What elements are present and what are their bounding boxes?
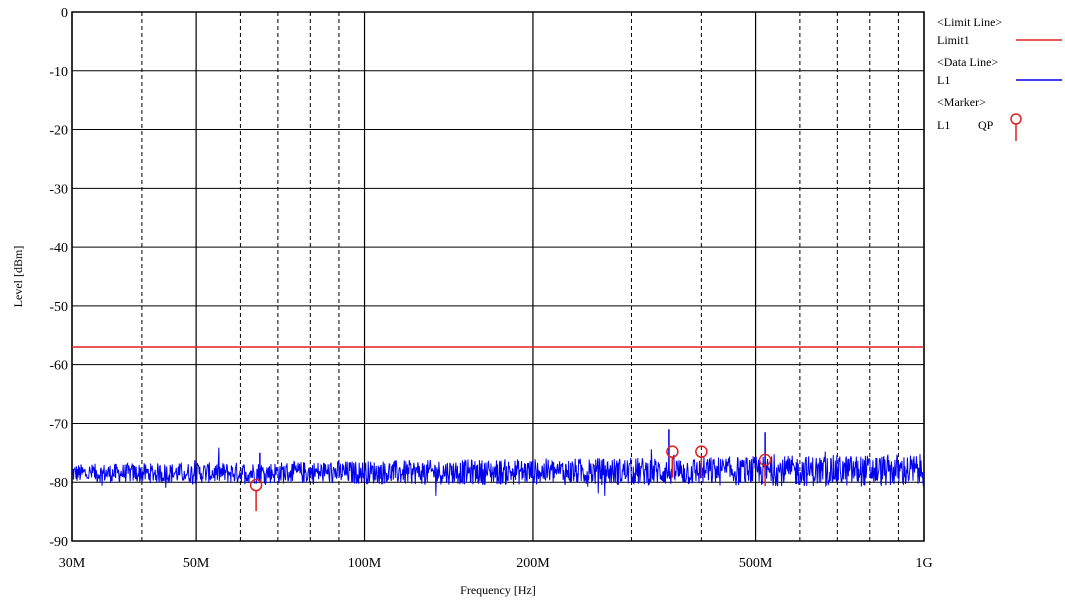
y-tick-label: -80 [49, 476, 68, 491]
x-axis-title: Frequency [Hz] [460, 583, 536, 597]
legend-limit-header: <Limit Line> [937, 15, 1002, 29]
legend-data-header: <Data Line> [937, 55, 998, 69]
x-tick-label: 30M [59, 556, 86, 571]
legend-marker-type: QP [978, 118, 994, 132]
qp-marker [758, 453, 772, 486]
tick-labels: 0 -10 -20 -30 -40 -50 -60 -70 -80 -90 30M 50M 100M 20… [49, 6, 932, 571]
y-tick-label: -60 [49, 359, 68, 374]
y-tick-label: -30 [49, 182, 68, 197]
x-tick-label: 1G [915, 556, 932, 571]
x-tick-label: 200M [516, 556, 550, 571]
y-tick-label: -20 [49, 124, 68, 139]
y-tick-label: 0 [61, 6, 68, 21]
y-axis-title: Level [dBm] [11, 246, 25, 308]
x-tick-label: 500M [739, 556, 773, 571]
y-tick-label: -50 [49, 300, 68, 315]
plot-area [72, 12, 924, 541]
legend-marker-header: <Marker> [937, 95, 986, 109]
qp-marker [695, 445, 708, 478]
legend-marker-name: L1 [937, 118, 950, 132]
legend: <Limit Line> Limit1 <Data Line> L1 <Mark… [937, 15, 1062, 141]
qp-marker [666, 445, 679, 478]
y-tick-label: -70 [49, 417, 68, 432]
legend-marker-icon [1010, 113, 1022, 141]
y-tick-label: -90 [49, 535, 68, 550]
series-line-L1 [71, 447, 925, 496]
plot-frame [71, 11, 925, 542]
grid [71, 11, 925, 542]
y-tick-label: -10 [49, 65, 68, 80]
qp-marker [249, 478, 263, 512]
x-tick-label: 50M [183, 556, 210, 571]
legend-data-name: L1 [937, 73, 950, 87]
y-tick-label: -40 [49, 241, 68, 256]
legend-limit-name: Limit1 [937, 33, 970, 47]
traces [71, 346, 925, 512]
x-tick-label: 100M [348, 556, 382, 571]
